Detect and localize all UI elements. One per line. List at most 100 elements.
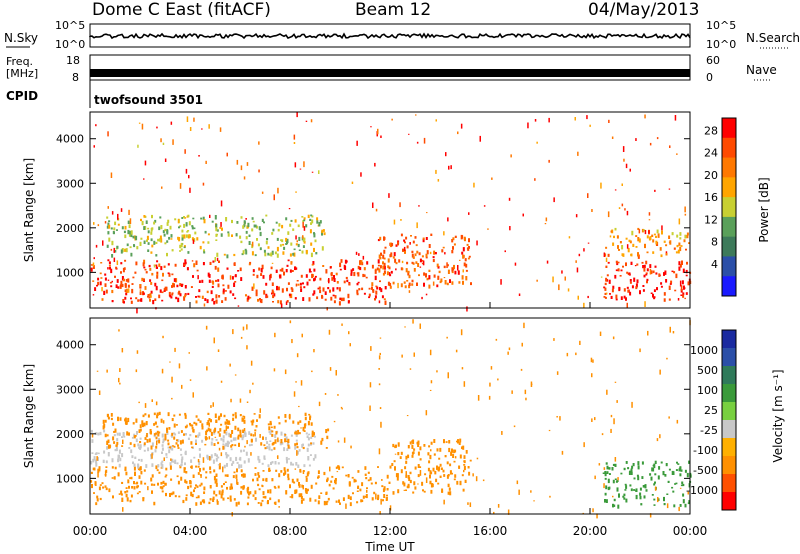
data-cell (333, 300, 336, 304)
data-cell (408, 282, 411, 286)
data-cell (392, 491, 395, 495)
data-cell (417, 451, 420, 456)
data-cell (99, 272, 102, 275)
data-cell (668, 241, 671, 244)
data-cell (334, 295, 337, 299)
data-cell (133, 486, 136, 490)
data-cell (297, 224, 300, 228)
data-cell (191, 237, 194, 241)
data-cell (114, 275, 116, 278)
data-cell (270, 426, 273, 429)
data-cell (143, 442, 146, 446)
data-cell (261, 218, 264, 222)
data-cell (121, 481, 124, 484)
data-cell (682, 499, 685, 504)
data-cell (210, 454, 213, 459)
data-cell (625, 297, 627, 301)
data-cell (295, 235, 297, 240)
data-cell (347, 293, 350, 299)
data-cell (154, 298, 157, 301)
data-cell (357, 470, 360, 473)
data-cell (660, 461, 663, 464)
data-cell (606, 465, 609, 470)
colorbar-swatch (722, 330, 736, 349)
data-cell (295, 283, 298, 287)
data-cell (233, 253, 236, 257)
data-cell (400, 283, 403, 288)
data-cell (234, 374, 237, 376)
data-cell (621, 253, 624, 256)
data-cell (137, 443, 140, 447)
data-cell (197, 465, 200, 468)
data-cell (309, 218, 312, 221)
data-cell (185, 222, 188, 227)
data-cell (127, 417, 130, 423)
data-cell (228, 423, 231, 425)
data-cell (113, 231, 115, 235)
data-cell (448, 487, 451, 491)
data-cell (246, 490, 249, 494)
data-cell (226, 426, 229, 429)
data-cell (214, 453, 217, 457)
data-cell (598, 463, 601, 466)
data-cell (95, 432, 98, 435)
data-cell (120, 208, 123, 212)
data-cell (161, 486, 164, 488)
data-cell (169, 446, 171, 449)
data-cell (151, 463, 154, 467)
data-cell (604, 296, 607, 299)
data-cell (298, 449, 301, 452)
data-cell (414, 466, 417, 470)
data-cell (156, 260, 159, 263)
data-cell (111, 211, 114, 215)
data-cell (298, 482, 300, 486)
data-cell (639, 290, 641, 295)
data-cell (229, 457, 232, 462)
data-cell (105, 466, 108, 468)
data-cell (313, 277, 316, 281)
data-cell (403, 239, 406, 242)
data-cell (186, 116, 189, 122)
data-cell (103, 450, 106, 454)
data-cell (270, 461, 272, 465)
data-cell (645, 272, 648, 275)
data-cell (653, 297, 656, 300)
data-cell (130, 252, 133, 257)
data-cell (208, 436, 211, 440)
x-axis-label: Time UT (364, 540, 415, 554)
data-cell (109, 281, 112, 284)
data-cell (463, 469, 465, 473)
data-cell (607, 478, 610, 484)
data-cell (231, 430, 234, 434)
data-cell (544, 223, 547, 225)
data-cell (311, 370, 313, 373)
data-cell (174, 218, 177, 221)
date-label: 04/May/2013 (588, 0, 700, 20)
data-cell (263, 455, 266, 460)
data-cell (227, 442, 229, 447)
data-cell (208, 418, 211, 421)
data-cell (405, 236, 408, 240)
data-cell (225, 419, 228, 421)
colorbar-tick-label: 12 (704, 213, 718, 226)
data-cell (488, 395, 491, 400)
data-cell (170, 445, 173, 450)
data-cell (378, 448, 381, 455)
data-cell (162, 230, 165, 234)
data-cell (447, 491, 450, 495)
data-cell (113, 257, 116, 262)
data-cell (443, 265, 446, 269)
data-cell (388, 272, 391, 275)
data-cell (500, 279, 502, 285)
data-cell (603, 252, 606, 257)
data-cell (229, 499, 232, 502)
data-cell (236, 478, 238, 485)
data-cell (671, 470, 674, 475)
data-cell (408, 133, 410, 135)
data-cell (433, 250, 436, 255)
data-cell (604, 292, 607, 295)
data-cell (649, 513, 652, 518)
data-cell (183, 296, 186, 301)
data-cell (220, 200, 223, 207)
data-cell (230, 483, 233, 488)
